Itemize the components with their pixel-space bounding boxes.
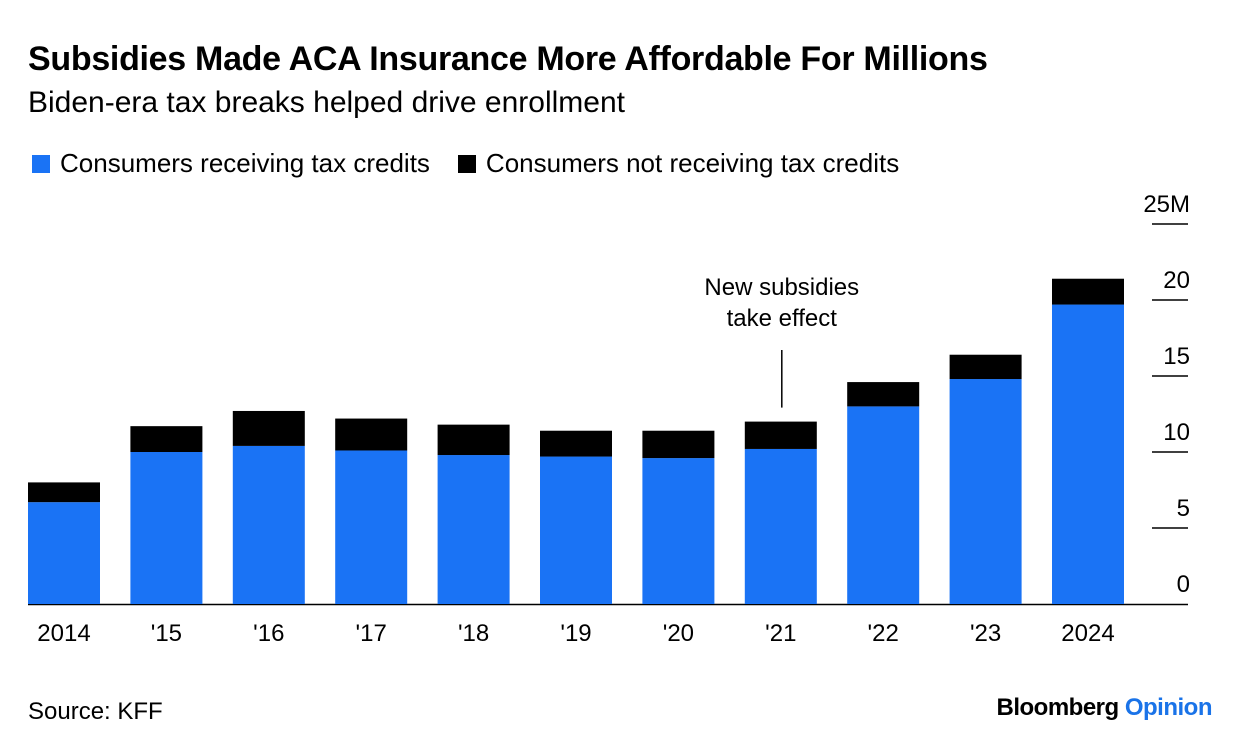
bar-without-credits-10 [1052, 278, 1124, 305]
annotation-text-line-0: New subsidies [704, 274, 859, 301]
y-tick-label-25: 25M [1143, 191, 1190, 218]
legend-label-without-credits: Consumers not receiving tax credits [485, 148, 900, 178]
bar-without-credits-4 [437, 424, 510, 456]
bar-without-credits-9 [949, 354, 1022, 380]
bar-with-credits-7 [744, 448, 817, 604]
brand-section: Opinion [1124, 694, 1213, 721]
x-tick-label-8: '22 [868, 620, 899, 647]
bar-with-credits-8 [847, 406, 920, 604]
bar-without-credits-6 [642, 430, 715, 459]
bar-with-credits-6 [642, 458, 715, 604]
legend-label-with-credits: Consumers receiving tax credits [60, 148, 430, 178]
bar-without-credits-2 [232, 410, 305, 446]
brand-logo: Bloomberg Opinion [997, 694, 1213, 722]
bar-without-credits-1 [130, 426, 203, 452]
bar-with-credits-4 [437, 455, 510, 604]
x-tick-label-5: '19 [560, 620, 591, 647]
x-tick-label-10: 2024 [1061, 620, 1114, 647]
x-tick-label-3: '17 [356, 620, 387, 647]
bar-with-credits-0 [28, 502, 100, 604]
annotation-text-line-1: take effect [727, 305, 838, 332]
y-tick-label-5: 5 [1177, 495, 1190, 522]
y-tick-label-20: 20 [1163, 267, 1190, 294]
legend-swatch-without-credits [457, 154, 476, 173]
stacked-bar-chart: 0 5 10 15 20 25M 2014 '15 '16 '17 '18 '19 '20 '21 '22 '… [28, 191, 1190, 647]
bar-without-credits-0 [28, 482, 100, 503]
bar-without-credits-3 [335, 418, 408, 451]
legend-item-with-credits: Consumers receiving tax credits [32, 148, 430, 179]
chart-title: Subsidies Made ACA Insurance More Afford… [28, 40, 988, 78]
brand-name: Bloomberg [996, 694, 1120, 721]
bar-without-credits-5 [540, 430, 612, 457]
bar-with-credits-1 [130, 452, 203, 604]
x-tick-label-7: '21 [765, 620, 796, 647]
x-tick-label-6: '20 [663, 620, 694, 647]
bar-with-credits-9 [949, 379, 1022, 604]
legend-item-without-credits: Consumers not receiving tax credits [457, 148, 900, 179]
bar-with-credits-5 [540, 456, 612, 604]
source-note: Source: KFF [28, 698, 163, 725]
x-tick-label-0: 2014 [37, 620, 90, 647]
x-tick-label-4: '18 [458, 620, 489, 647]
bar-without-credits-7 [744, 421, 817, 449]
y-tick-label-10: 10 [1163, 419, 1190, 446]
chart-subtitle: Biden-era tax breaks helped drive enroll… [28, 86, 625, 119]
y-tick-label-15: 15 [1163, 343, 1190, 370]
legend-swatch-with-credits [32, 154, 50, 173]
x-tick-label-2: '16 [253, 620, 284, 647]
x-tick-label-9: '23 [970, 620, 1001, 647]
bar-with-credits-3 [335, 450, 408, 604]
bar-without-credits-8 [847, 382, 920, 407]
bar-with-credits-2 [232, 445, 305, 604]
x-tick-label-1: '15 [151, 620, 182, 647]
y-tick-label-0: 0 [1177, 571, 1190, 598]
bar-with-credits-10 [1052, 304, 1124, 604]
legend: Consumers receiving tax credits Consumer… [32, 148, 927, 179]
